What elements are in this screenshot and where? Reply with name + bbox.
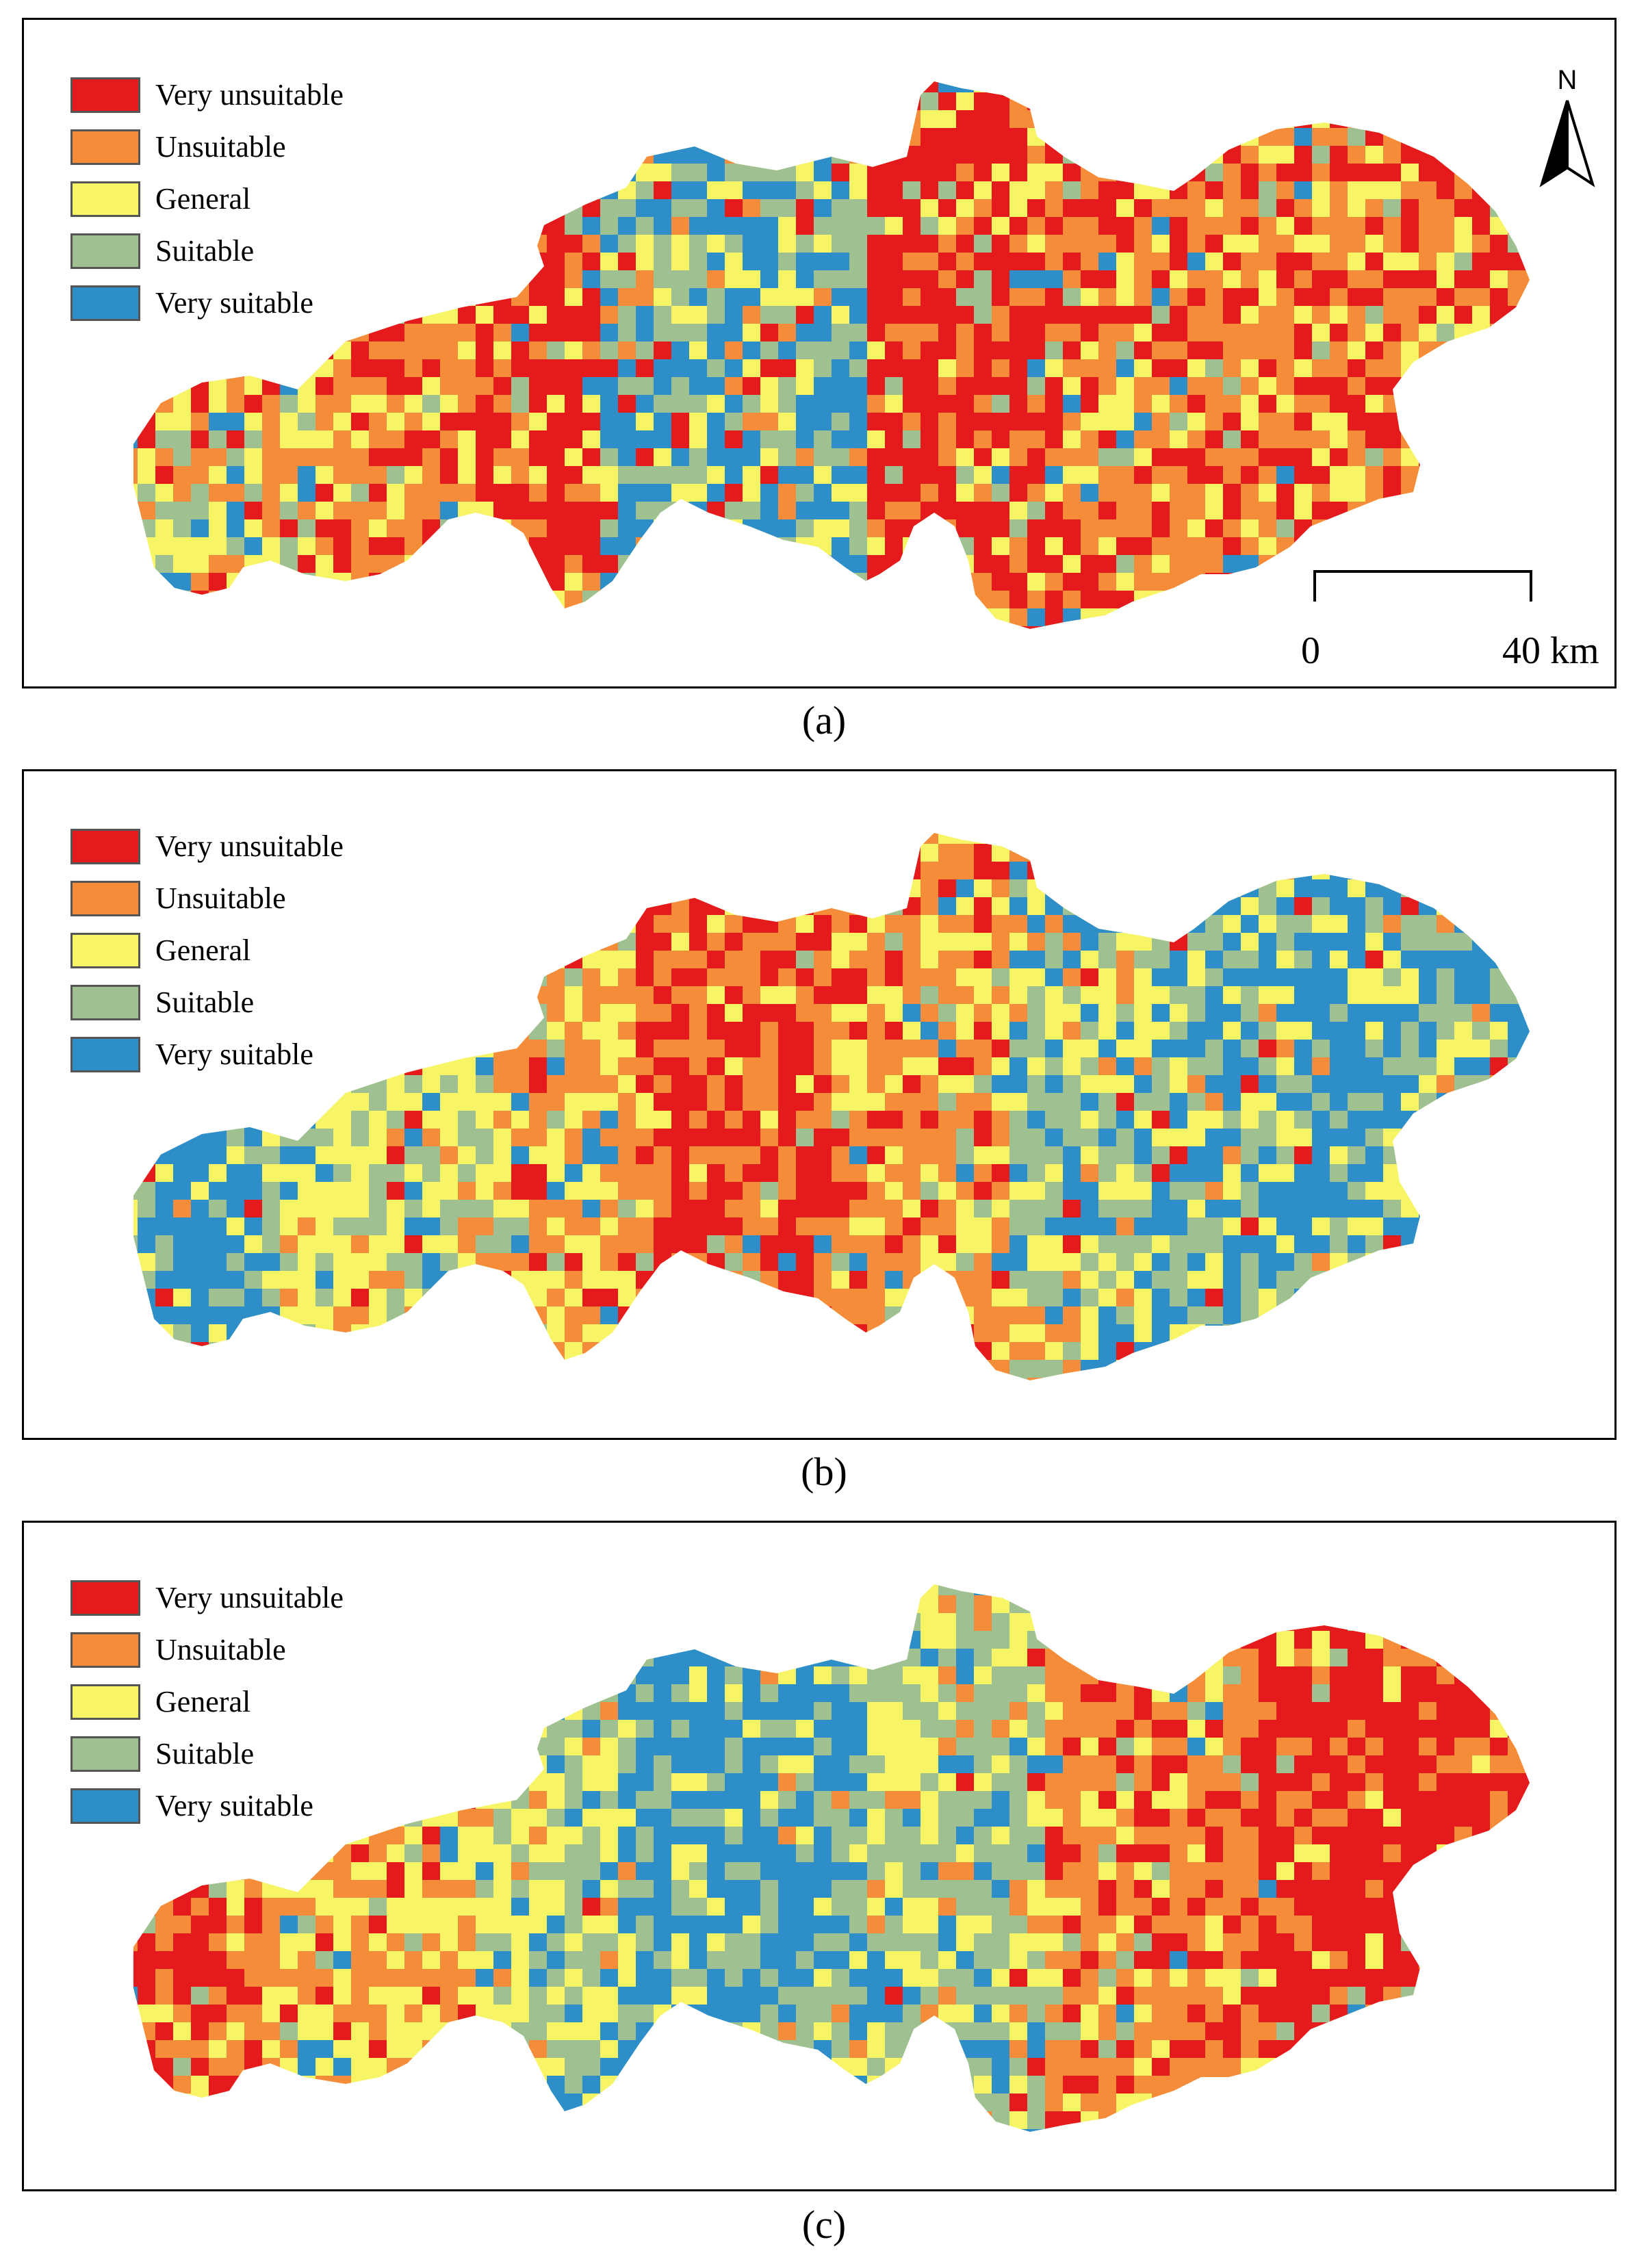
swatch-general <box>70 181 140 217</box>
legend-label: Very unsuitable <box>155 829 344 863</box>
swatch-very-unsuitable <box>70 1580 140 1616</box>
legend-label: Unsuitable <box>155 130 286 164</box>
map-panel-a: Very unsuitable Unsuitable General Suita… <box>22 18 1617 688</box>
legend-label: Very suitable <box>155 1038 313 1071</box>
legend-label: Very suitable <box>155 286 313 320</box>
legend-label: Unsuitable <box>155 881 286 915</box>
legend-item-general: General <box>70 925 344 977</box>
suitability-map-a <box>133 81 1530 629</box>
legend-label: Suitable <box>155 234 255 268</box>
legend-label: Very unsuitable <box>155 1581 344 1614</box>
swatch-very-suitable <box>70 1037 140 1072</box>
legend: Very unsuitable Unsuitable General Suita… <box>70 821 344 1081</box>
suitability-map-c <box>133 1584 1530 2132</box>
caption-a: (a) <box>801 698 847 743</box>
legend-item-unsuitable: Unsuitable <box>70 873 344 925</box>
map-panel-b: Very unsuitable Unsuitable General Suita… <box>22 769 1617 1440</box>
swatch-suitable <box>70 1736 140 1772</box>
swatch-unsuitable <box>70 881 140 916</box>
legend-label: Suitable <box>155 1737 255 1770</box>
north-letter: N <box>1557 65 1578 95</box>
legend-label: General <box>155 933 251 967</box>
scale-line <box>1313 570 1532 602</box>
swatch-unsuitable <box>70 1632 140 1668</box>
legend-item-suitable: Suitable <box>70 225 344 277</box>
legend-item-very-unsuitable: Very unsuitable <box>70 1572 344 1624</box>
legend-item-very-unsuitable: Very unsuitable <box>70 69 344 121</box>
legend-item-suitable: Suitable <box>70 977 344 1029</box>
legend-item-unsuitable: Unsuitable <box>70 121 344 173</box>
legend-label: Unsuitable <box>155 1633 286 1666</box>
legend-label: Suitable <box>155 985 255 1019</box>
scale-end-label: 40 km <box>1502 630 1599 672</box>
legend-item-suitable: Suitable <box>70 1728 344 1780</box>
legend-label: General <box>155 182 251 216</box>
legend-label: Very unsuitable <box>155 78 344 112</box>
legend-item-general: General <box>70 173 344 225</box>
suitability-map-b <box>133 833 1530 1380</box>
swatch-very-suitable <box>70 1788 140 1824</box>
legend: Very unsuitable Unsuitable General Suita… <box>70 69 344 329</box>
legend-label: Very suitable <box>155 1789 313 1822</box>
swatch-general <box>70 933 140 968</box>
legend: Very unsuitable Unsuitable General Suita… <box>70 1572 344 1832</box>
legend-item-unsuitable: Unsuitable <box>70 1624 344 1676</box>
scale-bar: 0 40 km <box>1278 560 1599 686</box>
swatch-very-suitable <box>70 285 140 321</box>
legend-item-very-suitable: Very suitable <box>70 277 344 329</box>
north-arrow: N <box>1536 65 1612 216</box>
swatch-unsuitable <box>70 129 140 165</box>
swatch-very-unsuitable <box>70 829 140 864</box>
swatch-general <box>70 1684 140 1720</box>
legend-item-very-suitable: Very suitable <box>70 1780 344 1832</box>
caption-c: (c) <box>801 2202 847 2247</box>
caption-b: (b) <box>801 1449 847 1494</box>
swatch-very-unsuitable <box>70 77 140 113</box>
north-arrow-icon <box>1539 100 1595 188</box>
legend-item-very-suitable: Very suitable <box>70 1029 344 1081</box>
swatch-suitable <box>70 985 140 1020</box>
map-panel-c: Very unsuitable Unsuitable General Suita… <box>22 1521 1617 2191</box>
legend-item-very-unsuitable: Very unsuitable <box>70 821 344 873</box>
legend-label: General <box>155 1685 251 1718</box>
swatch-suitable <box>70 233 140 269</box>
legend-item-general: General <box>70 1676 344 1728</box>
scale-start-label: 0 <box>1301 630 1320 672</box>
